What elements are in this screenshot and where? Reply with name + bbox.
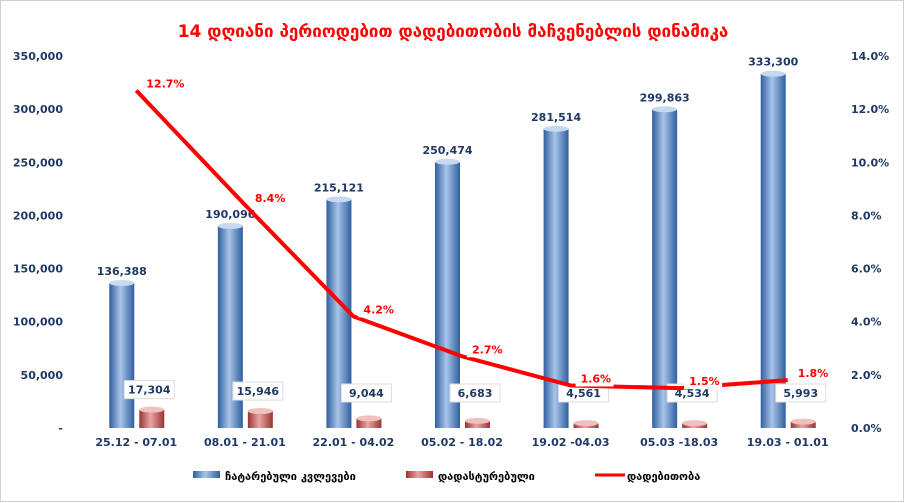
legend-swatch bbox=[406, 471, 433, 478]
legend-label: დადასტურებული bbox=[438, 470, 535, 483]
category-label: 05.02 - 18.02 bbox=[421, 436, 503, 449]
confirmed-bar-top bbox=[356, 415, 382, 422]
chart-title: 14 დღიანი პერიოდებით დადებითობის მაჩვენე… bbox=[178, 22, 729, 42]
right-axis-tick: 2.0% bbox=[851, 369, 882, 382]
category-label: 19.03 - 01.01 bbox=[747, 436, 829, 449]
confirmed-label-box bbox=[340, 383, 392, 403]
positivity-value-label: 4.2% bbox=[363, 303, 394, 316]
tested-value-label: 215,121 bbox=[314, 181, 364, 194]
positivity-value-label: 1.8% bbox=[798, 367, 829, 380]
tested-bar-top bbox=[217, 222, 243, 229]
positivity-label-box bbox=[575, 371, 614, 387]
confirmed-bar bbox=[139, 409, 165, 428]
confirmed-value-label: 6,683 bbox=[458, 387, 493, 400]
left-axis-tick: 350,000 bbox=[13, 50, 63, 63]
positivity-value-label: 8.4% bbox=[255, 192, 286, 205]
tested-bar bbox=[109, 283, 135, 428]
confirmed-value-label: 5,993 bbox=[783, 387, 818, 400]
right-axis-tick: 4.0% bbox=[851, 316, 882, 329]
positivity-label-box bbox=[249, 190, 288, 206]
tested-label-box bbox=[526, 108, 587, 125]
tested-bar-top bbox=[435, 158, 460, 165]
tested-bar bbox=[760, 73, 786, 428]
confirmed-bar-top bbox=[247, 408, 273, 415]
left-axis-tick: 100,000 bbox=[13, 316, 63, 329]
tested-label-box bbox=[200, 205, 261, 222]
confirmed-bar bbox=[247, 411, 273, 428]
confirmed-bar-top bbox=[573, 420, 599, 427]
confirmed-bar-top bbox=[139, 406, 165, 413]
category-label: 19.02 -04.03 bbox=[532, 436, 610, 449]
positivity-value-label: 12.7% bbox=[146, 78, 184, 91]
confirmed-value-label: 17,304 bbox=[128, 384, 171, 397]
tested-bar-top bbox=[109, 280, 135, 287]
right-axis-tick: 6.0% bbox=[851, 263, 882, 276]
tested-value-label: 190,096 bbox=[205, 208, 255, 221]
tested-bar-top bbox=[543, 125, 569, 132]
tested-value-label: 250,474 bbox=[422, 144, 472, 157]
tested-value-label: 299,863 bbox=[640, 91, 690, 104]
confirmed-bar-top bbox=[465, 417, 490, 424]
positivity-label-box bbox=[684, 374, 723, 390]
confirmed-value-label: 15,946 bbox=[237, 385, 280, 398]
left-axis-tick: - bbox=[58, 422, 63, 435]
positivity-value-label: 1.5% bbox=[689, 375, 720, 388]
category-label: 22.01 - 04.02 bbox=[313, 436, 395, 449]
right-axis-tick: 0.0% bbox=[851, 422, 882, 435]
confirmed-label-box bbox=[449, 383, 501, 403]
category-label: 05.03 -18.03 bbox=[640, 436, 718, 449]
legend-swatch bbox=[193, 471, 220, 478]
right-axis-tick: 12.0% bbox=[851, 103, 889, 116]
tested-bar-top bbox=[760, 70, 786, 77]
positivity-line bbox=[134, 89, 788, 391]
confirmed-label-box bbox=[775, 383, 827, 403]
category-label: 25.12 - 07.01 bbox=[95, 436, 177, 449]
tested-label-box bbox=[634, 89, 695, 106]
confirmed-label-box bbox=[123, 380, 175, 400]
legend-label: დადებითობა bbox=[627, 470, 700, 483]
tested-label-box bbox=[743, 53, 804, 70]
tested-value-label: 136,388 bbox=[97, 265, 147, 278]
tested-bar-top bbox=[652, 106, 678, 113]
confirmed-bar bbox=[790, 421, 816, 428]
positivity-label-box bbox=[358, 302, 397, 318]
positivity-label-box bbox=[792, 366, 831, 382]
right-axis-tick: 14.0% bbox=[851, 50, 889, 63]
confirmed-value-label: 4,561 bbox=[566, 387, 601, 400]
positivity-label-box bbox=[467, 342, 505, 358]
left-axis-tick: 200,000 bbox=[13, 209, 63, 222]
legend-label: ჩატარებული კვლევები bbox=[225, 470, 356, 483]
right-axis-tick: 8.0% bbox=[851, 209, 882, 222]
confirmed-bar bbox=[356, 418, 382, 428]
tested-label-box bbox=[417, 141, 478, 158]
positivity-label-box bbox=[141, 76, 180, 92]
tested-bar bbox=[652, 109, 678, 429]
positivity-value-label: 1.6% bbox=[581, 372, 612, 385]
confirmed-bar bbox=[465, 420, 490, 428]
confirmed-value-label: 9,044 bbox=[349, 387, 384, 400]
left-axis-tick: 50,000 bbox=[21, 369, 64, 382]
tested-label-box bbox=[308, 179, 369, 196]
right-axis-tick: 10.0% bbox=[851, 156, 889, 169]
left-axis-tick: 300,000 bbox=[13, 103, 63, 116]
confirmed-bar-top bbox=[682, 420, 708, 427]
tested-bar-top bbox=[326, 196, 352, 203]
confirmed-label-box bbox=[232, 381, 284, 401]
tested-value-label: 281,514 bbox=[531, 111, 581, 124]
category-label: 08.01 - 21.01 bbox=[204, 436, 286, 449]
left-axis-tick: 150,000 bbox=[13, 263, 63, 276]
positivity-value-label: 2.7% bbox=[472, 343, 503, 356]
tested-label-box bbox=[91, 263, 152, 280]
confirmed-bar-top bbox=[790, 418, 816, 425]
left-axis-tick: 250,000 bbox=[13, 156, 63, 169]
tested-value-label: 333,300 bbox=[748, 56, 798, 69]
confirmed-value-label: 4,534 bbox=[675, 387, 710, 400]
